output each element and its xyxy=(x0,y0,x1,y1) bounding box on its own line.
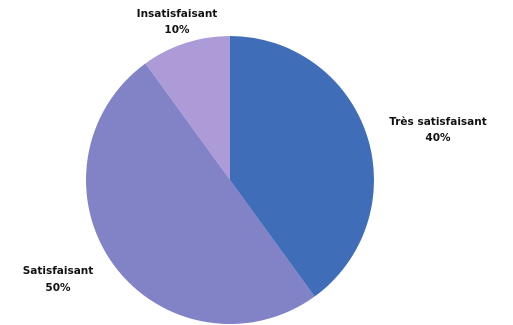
slice-percent-tres-satisfaisant: 40% xyxy=(425,132,451,144)
slice-label-tres-satisfaisant: Très satisfaisant xyxy=(389,116,487,128)
slice-percent-satisfaisant: 50% xyxy=(45,282,71,294)
slice-label-satisfaisant: Satisfaisant xyxy=(23,265,94,277)
pie-slice-insatisfaisant xyxy=(145,36,230,180)
pie-labels: Très satisfaisant 40% Satisfaisant 50% I… xyxy=(23,8,487,294)
pie-slice-tres-satisfaisant xyxy=(230,36,375,297)
pie-slice-satisfaisant xyxy=(85,63,315,325)
slice-percent-insatisfaisant: 10% xyxy=(164,24,190,36)
slice-label-insatisfaisant: Insatisfaisant xyxy=(137,8,218,20)
pie-slices xyxy=(85,36,375,325)
